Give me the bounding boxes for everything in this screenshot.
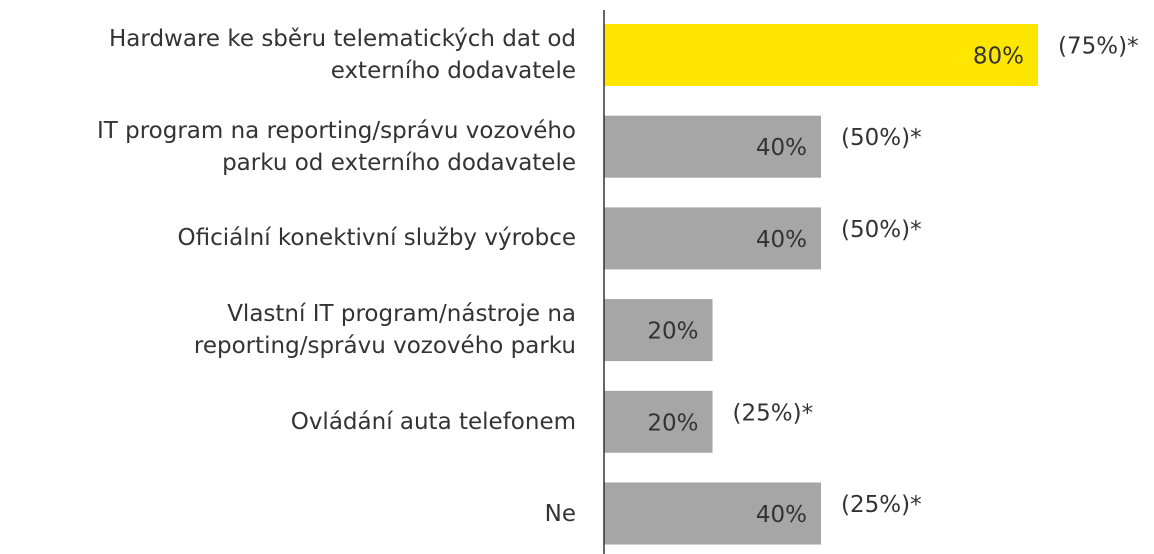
annotation: (25%)* [733, 400, 814, 426]
value-label: 20% [647, 410, 698, 436]
bar [604, 390, 713, 453]
value-label: 40% [756, 135, 807, 161]
category-label: Ovládání auta telefonem [290, 408, 576, 435]
bar [604, 207, 821, 270]
value-label: 20% [647, 319, 698, 345]
category-label: IT program na reporting/správu vozového … [96, 117, 576, 176]
category-label: Ne [544, 500, 576, 527]
bar [604, 24, 1038, 86]
bar [604, 482, 821, 545]
value-label: 80% [973, 44, 1024, 70]
annotation: (50%)* [841, 125, 922, 151]
category-label: Vlastní IT program/nástroje na reporting… [193, 301, 576, 360]
bar [604, 299, 713, 362]
value-label: 40% [756, 502, 807, 528]
value-label: 40% [756, 227, 807, 253]
bar [604, 115, 821, 178]
category-label: Oficiální konektivní služby výrobce [177, 225, 577, 252]
category-label: Hardware ke sběru telematických dat od e… [109, 26, 576, 84]
annotation: (75%)* [1058, 34, 1139, 60]
annotation: (25%)* [841, 492, 922, 518]
annotation: (50%)* [841, 217, 922, 243]
